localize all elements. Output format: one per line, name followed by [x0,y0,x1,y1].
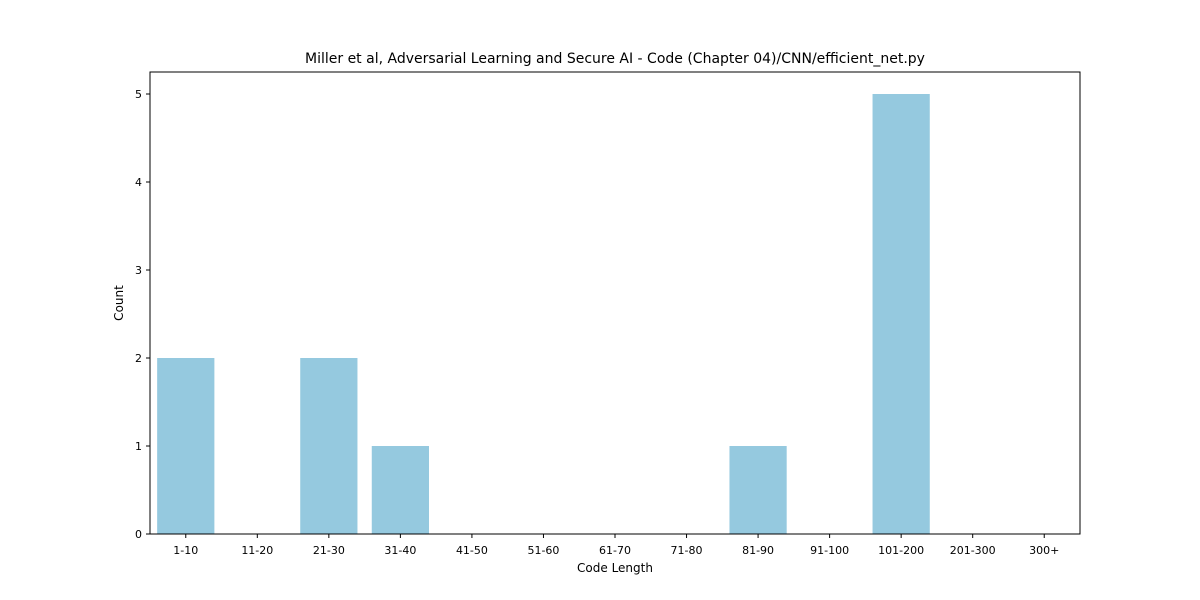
bar-1-10 [157,358,215,534]
bar-101-200 [872,94,930,534]
x-tick-label: 21-30 [313,544,345,557]
plot-frame [149,71,1081,535]
x-tick-label: 41-50 [456,544,488,557]
x-tick-label: 201-300 [950,544,996,557]
y-axis-label: Count [112,285,126,321]
y-tick-label: 5 [135,88,142,101]
x-tick-label: 11-20 [241,544,273,557]
x-axis: 1-10 11-20 21-30 31-40 41-50 51-60 61-70 71-80 8… [173,534,1059,557]
y-tick-label: 1 [135,440,142,453]
bar-31-40 [371,446,429,534]
x-tick-label: 1-10 [173,544,198,557]
y-tick-label: 4 [135,176,142,189]
y-tick-label: 2 [135,352,142,365]
x-tick-label: 31-40 [384,544,416,557]
x-tick-label: 51-60 [527,544,559,557]
bar-81-90 [729,446,787,534]
x-tick-label: 61-70 [599,544,631,557]
y-tick-label: 3 [135,264,142,277]
bar-21-30 [300,358,358,534]
x-tick-label: 81-90 [742,544,774,557]
y-tick-label: 0 [135,528,142,541]
x-tick-label: 101-200 [878,544,924,557]
chart-title: Miller et al, Adversarial Learning and S… [305,51,925,67]
y-axis: 0 1 2 3 4 5 [135,88,150,541]
x-axis-label: Code Length [577,561,653,575]
x-tick-label: 71-80 [671,544,703,557]
x-tick-label: 91-100 [810,544,849,557]
x-tick-label: 300+ [1029,544,1059,557]
bars-group [157,94,930,534]
